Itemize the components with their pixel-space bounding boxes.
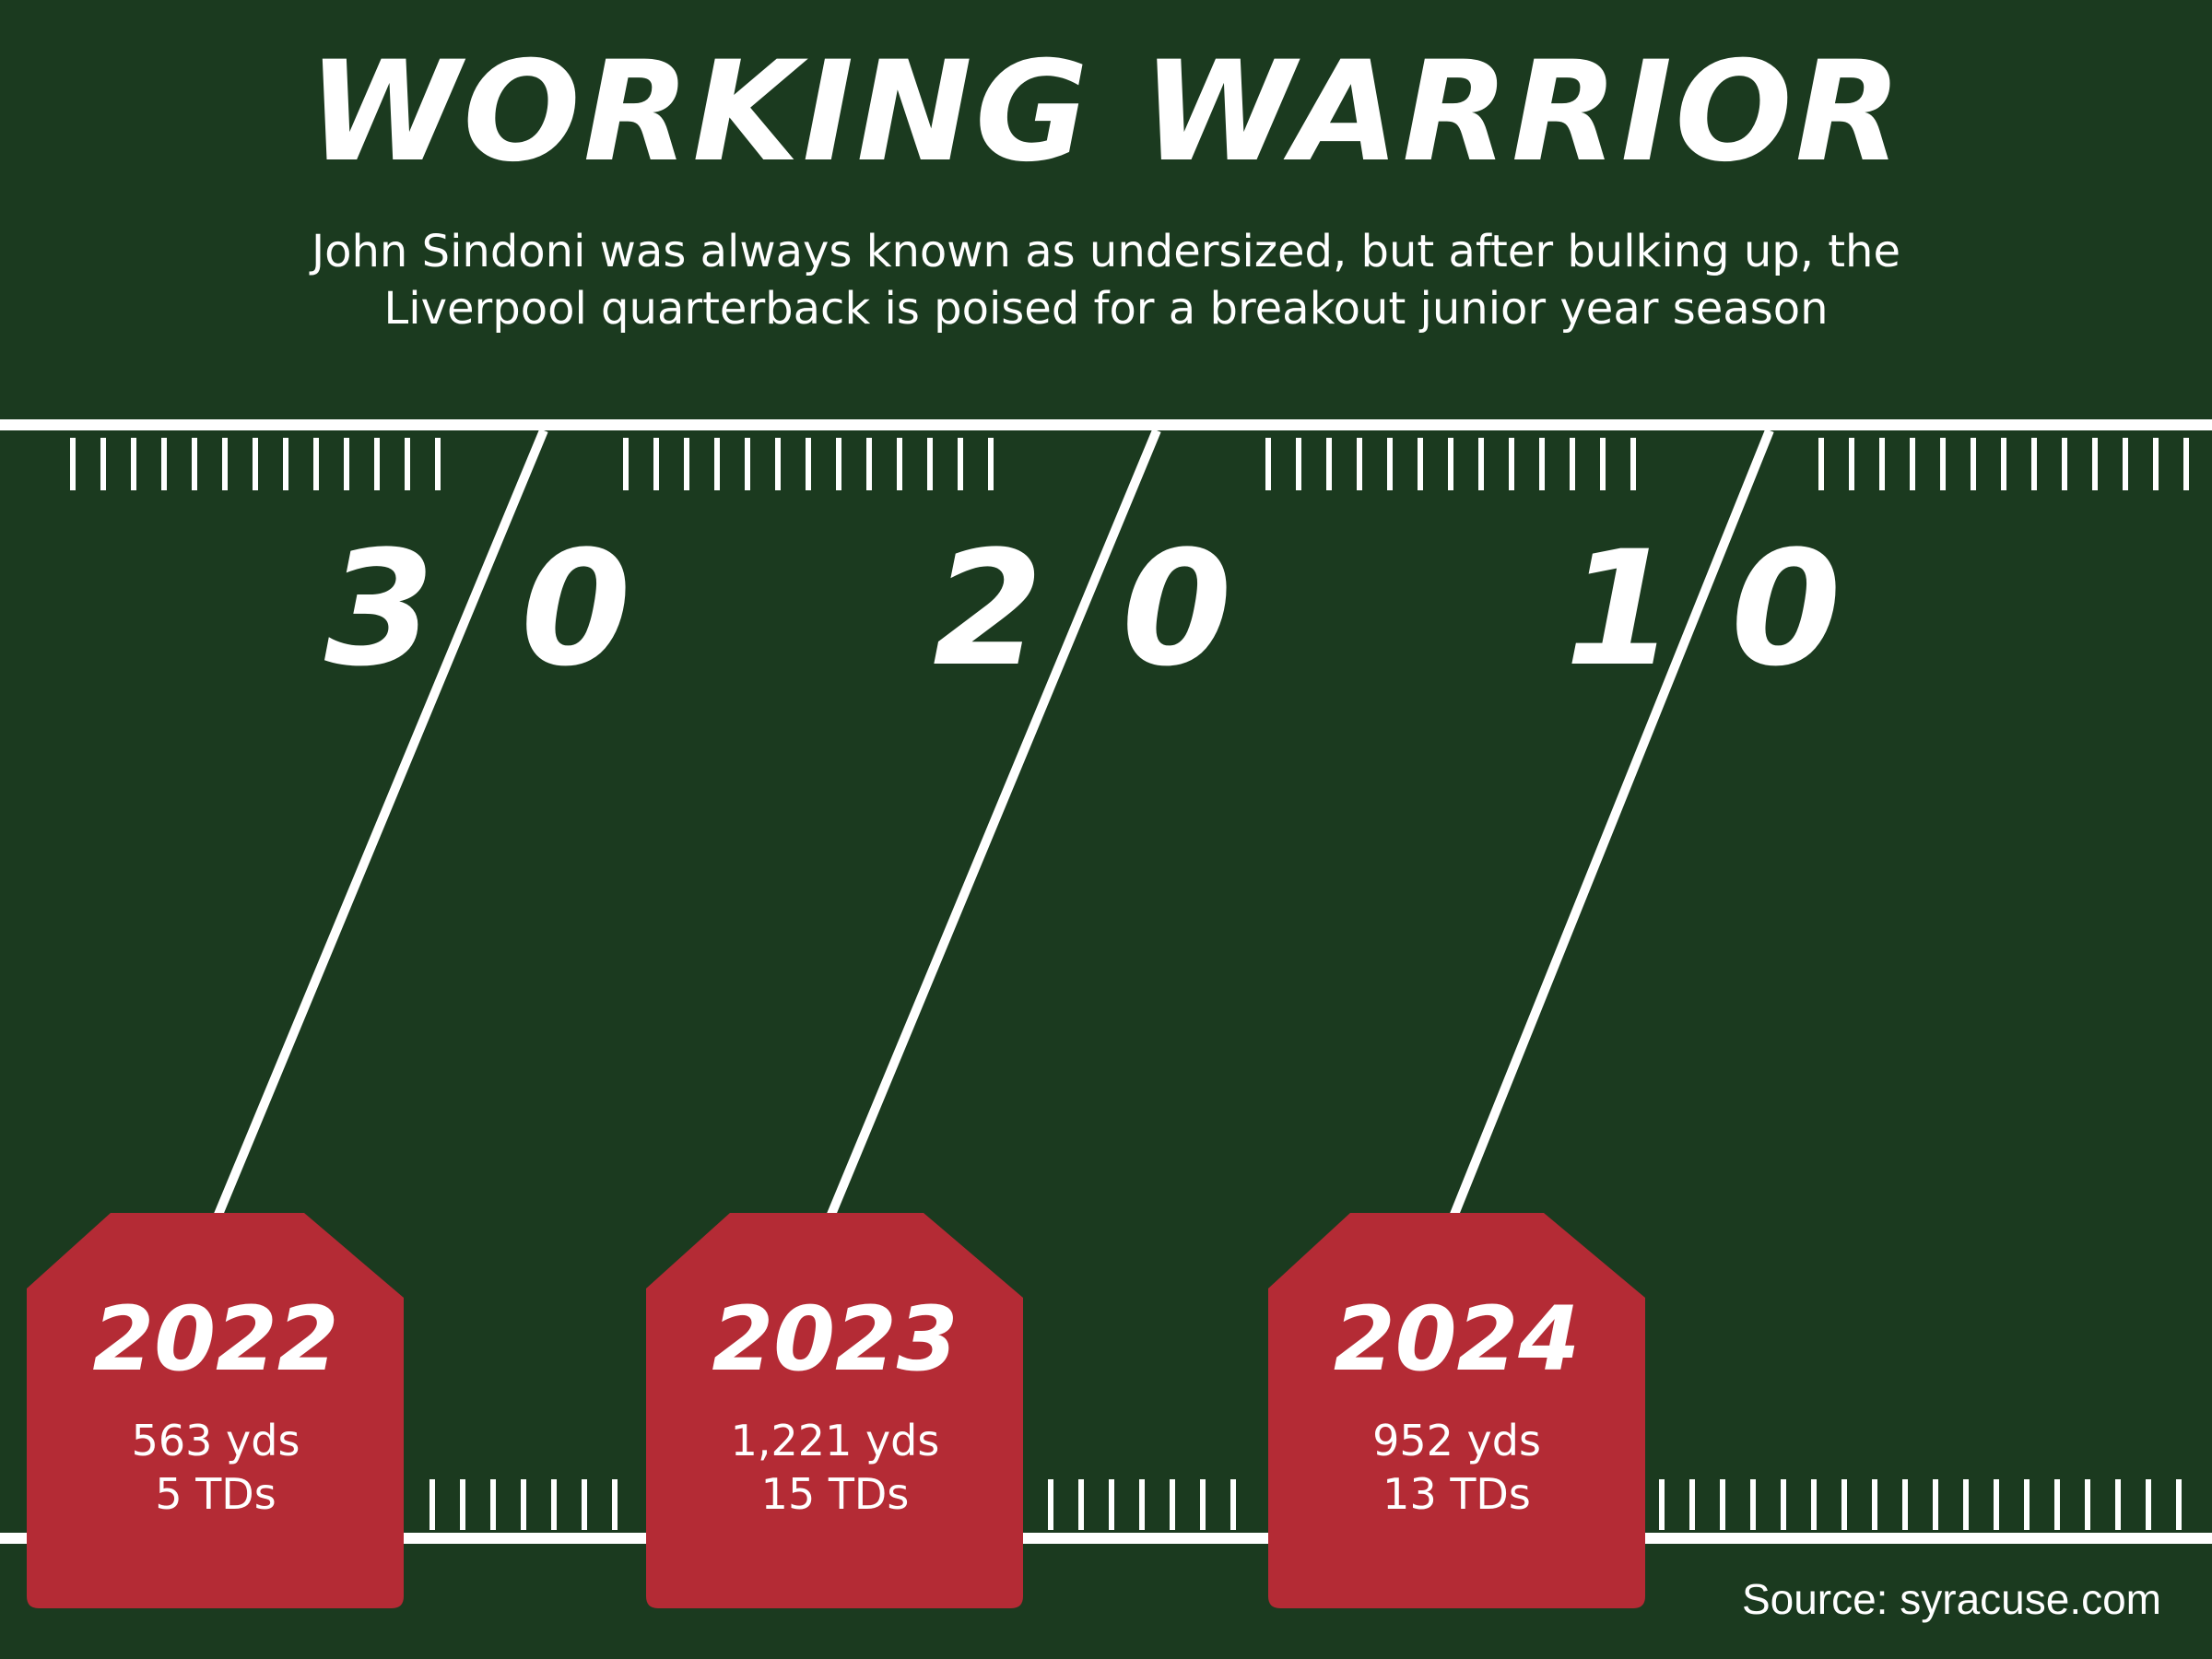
yard-line-20 <box>826 429 1161 1218</box>
season-year: 2024 <box>1333 1288 1581 1391</box>
bottom-hash-marks <box>429 1479 2182 1530</box>
yard-number-20-left: 2 <box>933 516 1043 701</box>
subtitle: John Sindoni was always known as undersi… <box>184 223 2028 338</box>
season-yards: 1,221 yds <box>730 1416 940 1465</box>
badge-2024-shape <box>1268 1213 1645 1608</box>
yard-number-30-left: 3 <box>324 516 435 701</box>
badge-2023-shape <box>646 1213 1023 1608</box>
top-hash-marks <box>70 438 2189 490</box>
yard-number-10-right: 0 <box>1731 516 1841 701</box>
page-title: WORKING WARRIOR <box>307 32 1905 193</box>
season-year: 2023 <box>712 1288 959 1391</box>
subtitle-line-1: John Sindoni was always known as undersi… <box>311 226 1901 277</box>
yard-number-30-right: 0 <box>521 516 631 701</box>
badge-2022-shape <box>27 1213 404 1608</box>
source-credit: Source: syracuse.com <box>1741 1575 2161 1623</box>
yard-line-10 <box>1449 429 1774 1218</box>
yard-number-10-left: 1 <box>1565 516 1676 701</box>
season-tds: 5 TDs <box>155 1468 276 1519</box>
season-yards: 952 yds <box>1372 1416 1541 1465</box>
season-yards: 563 yds <box>131 1416 300 1465</box>
season-badge-2024: 2024 952 yds 13 TDs <box>1268 1295 1645 1521</box>
subtitle-line-2: Liverpool quarterback is poised for a br… <box>383 283 1829 335</box>
season-tds: 15 TDs <box>760 1468 910 1519</box>
season-tds: 13 TDs <box>1382 1468 1531 1519</box>
season-badge-2023: 2023 1,221 yds 15 TDs <box>646 1295 1024 1521</box>
yard-number-20-right: 0 <box>1122 516 1232 701</box>
season-year: 2022 <box>92 1288 339 1391</box>
season-badge-2022: 2022 563 yds 5 TDs <box>27 1295 405 1521</box>
yard-line-30 <box>213 429 548 1218</box>
